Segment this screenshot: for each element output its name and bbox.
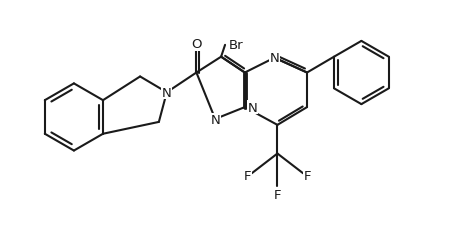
Text: N: N [210,114,219,127]
Text: N: N [269,52,279,65]
Text: N: N [247,101,257,114]
Text: O: O [191,38,201,51]
Text: F: F [302,169,310,182]
Text: Br: Br [229,39,243,52]
Text: N: N [162,86,171,99]
Text: F: F [273,188,280,201]
Text: F: F [244,169,251,182]
